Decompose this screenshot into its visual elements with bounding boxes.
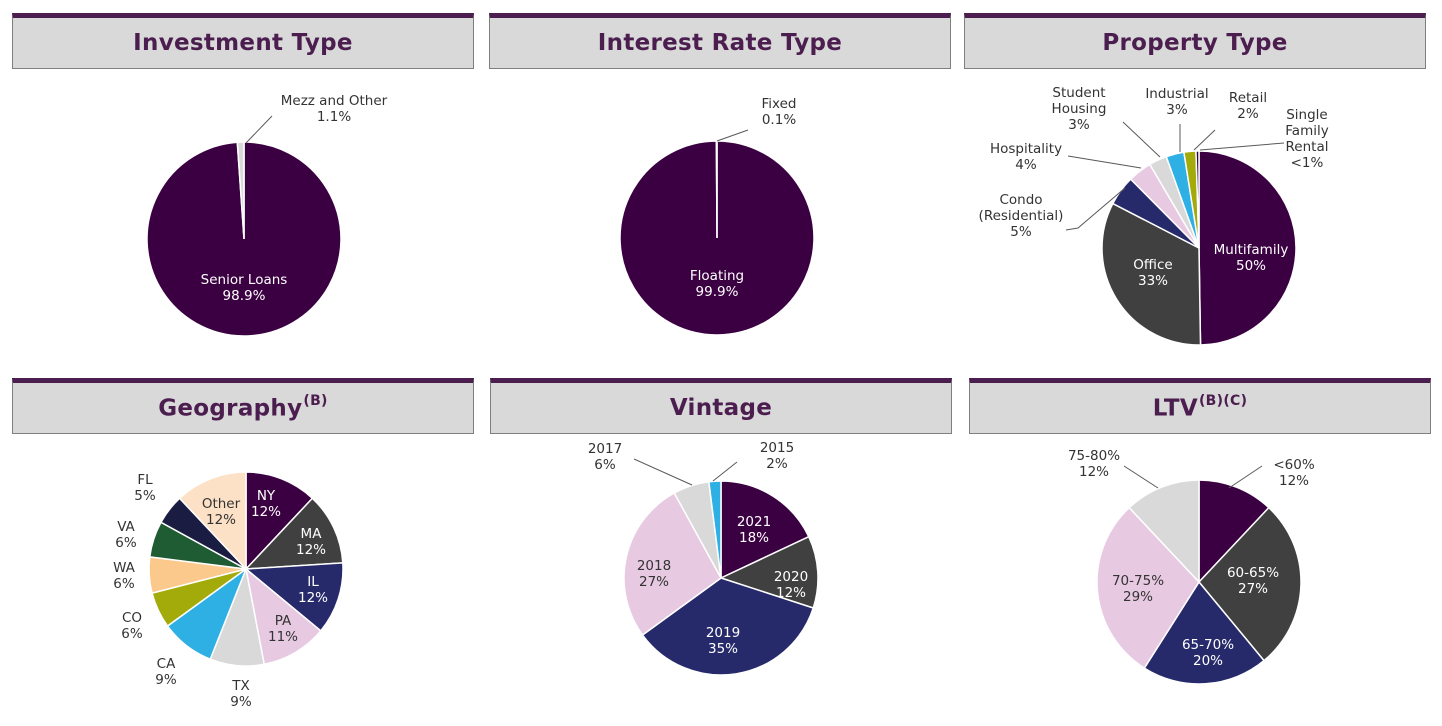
panel-header-investment-type: Investment Type: [12, 13, 474, 69]
chart-title-footnote: (B): [303, 392, 328, 409]
data-label-60: <60% 12%: [1273, 457, 1314, 489]
chart-title: Property Type: [1102, 30, 1288, 56]
data-label-co: CO 6%: [121, 610, 143, 642]
chart-title: Geography(B): [158, 392, 328, 422]
pie-geography: [148, 471, 344, 667]
pie-ltv: [1096, 479, 1302, 685]
data-label-70-75: 70-75% 29%: [1112, 573, 1164, 605]
pie-investment-type: [146, 141, 342, 337]
data-label-condo-residential: Condo (Residential) 5%: [979, 192, 1064, 240]
data-label-65-70: 65-70% 20%: [1182, 637, 1234, 669]
pie-slice-ny: [245, 471, 314, 571]
leader-line-2017: [633, 458, 693, 486]
data-label-floating: Floating 99.9%: [690, 268, 744, 300]
data-label-fixed: Fixed 0.1%: [762, 96, 797, 128]
pie-slice-70-75: [1096, 506, 1200, 670]
leader-line-2015: [712, 461, 738, 482]
pie-slice-2015: [708, 480, 722, 579]
data-label-single-family-rental: Single Family Rental <1%: [1285, 107, 1328, 171]
pie-property-type: [1101, 150, 1297, 346]
data-label-va: VA 6%: [115, 519, 137, 551]
data-label-ma: MA 12%: [296, 526, 326, 558]
pie-interest-rate-type: [619, 140, 815, 336]
leader-line-mezz-and-other: [245, 115, 273, 144]
pie-slice-fixed: [715, 140, 718, 239]
data-label-2020: 2020 12%: [774, 569, 808, 601]
pie-slice-office: [1101, 202, 1202, 346]
data-label-wa: WA 6%: [113, 560, 136, 592]
panel-header-property-type: Property Type: [964, 13, 1426, 69]
data-label-60-65: 60-65% 27%: [1227, 565, 1279, 597]
data-label-other: Other 12%: [202, 496, 241, 528]
pie-slice-2021: [720, 480, 810, 580]
pie-slice-single-family-rental: [1195, 150, 1200, 249]
pie-slice-other: [178, 471, 247, 571]
data-label-student-housing: Student Housing 3%: [1052, 85, 1107, 133]
chart-title: Vintage: [669, 395, 773, 421]
data-label-office: Office 33%: [1133, 257, 1172, 289]
pie-slice-60: [1198, 479, 1270, 584]
leader-line-student-housing: [1122, 121, 1161, 158]
data-label-ny: NY 12%: [251, 488, 281, 520]
data-label-tx: TX 9%: [230, 678, 252, 710]
data-label-multifamily: Multifamily 50%: [1214, 242, 1289, 274]
pie-slice-mezz-and-other: [236, 141, 245, 240]
leader-line-single-family-rental: [1199, 142, 1285, 151]
chart-title-text: LTV: [1152, 395, 1198, 422]
leader-line-retail: [1193, 129, 1216, 151]
data-label-2015: 2015 2%: [760, 440, 794, 472]
data-label-2018: 2018 27%: [637, 558, 671, 590]
data-label-2017: 2017 6%: [588, 441, 622, 473]
data-label-ca: CA 9%: [155, 656, 177, 688]
data-label-fl: FL 5%: [134, 472, 156, 504]
chart-title-footnote: (B)(C): [1198, 392, 1248, 409]
panel-header-ltv: LTV(B)(C): [969, 378, 1431, 434]
pie-vintage: [623, 480, 819, 676]
data-label-senior-loans: Senior Loans 98.9%: [201, 272, 288, 304]
data-label-hospitality: Hospitality 4%: [990, 141, 1062, 173]
data-label-retail: Retail 2%: [1229, 90, 1267, 122]
leader-line-75-80: [1123, 465, 1159, 489]
chart-title: LTV(B)(C): [1152, 392, 1248, 422]
leader-line-condo-residential: [1065, 187, 1126, 231]
pie-slice-2019: [641, 577, 815, 676]
pie-slice-65-70: [1143, 580, 1266, 685]
pie-slice-ma: [244, 497, 344, 570]
data-label-il: IL 12%: [298, 574, 328, 606]
data-label-pa: PA 11%: [268, 613, 298, 645]
data-label-75-80: 75-80% 12%: [1068, 448, 1120, 480]
leader-line-60: [1228, 465, 1263, 489]
leader-line-hospitality: [1067, 155, 1142, 169]
panel-header-geography: Geography(B): [12, 378, 474, 434]
pie-slice-pa: [244, 567, 322, 666]
pie-slice-60-65: [1198, 506, 1302, 662]
panel-header-interest-rate-type: Interest Rate Type: [489, 13, 951, 69]
leader-line-fixed: [716, 129, 749, 142]
pie-slice-75-80: [1128, 479, 1200, 584]
chart-title-text: Geography: [158, 395, 303, 422]
pie-slice-2018: [623, 491, 722, 637]
data-label-2021: 2021 18%: [737, 514, 771, 546]
pie-slice-il: [244, 562, 344, 632]
data-label-industrial: Industrial 3%: [1145, 86, 1208, 118]
chart-title: Interest Rate Type: [597, 30, 843, 56]
data-label-2019: 2019 35%: [706, 625, 740, 657]
chart-title: Investment Type: [133, 30, 353, 56]
pie-slice-multifamily: [1198, 150, 1297, 346]
pie-slice-2020: [718, 535, 819, 609]
panel-header-vintage: Vintage: [490, 378, 952, 434]
data-label-mezz-and-other: Mezz and Other 1.1%: [281, 93, 388, 125]
